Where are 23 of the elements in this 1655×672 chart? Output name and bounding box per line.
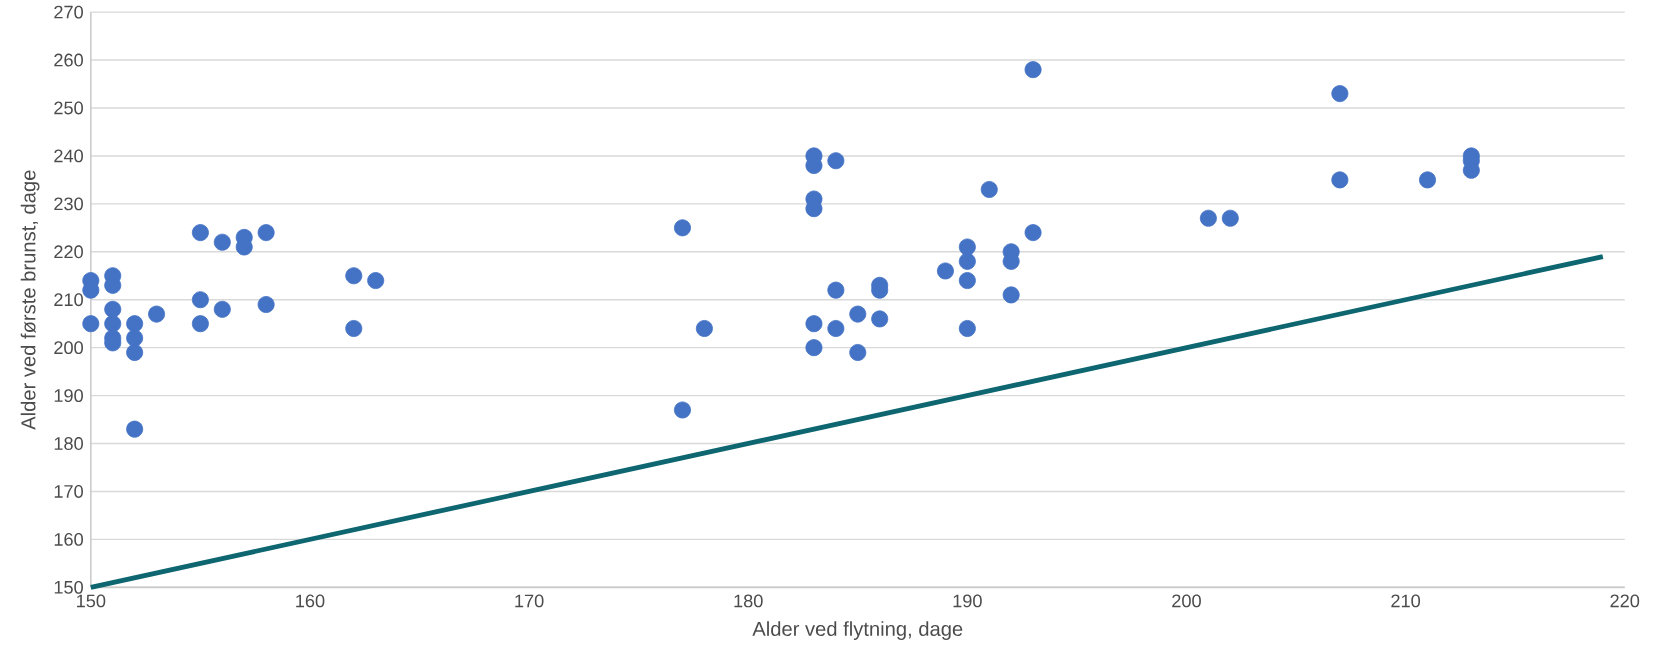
y-tick-label: 210: [54, 293, 83, 307]
y-tick-label: 180: [54, 437, 83, 450]
y-tick-label: 220: [54, 245, 83, 259]
y-tick-label: 260: [54, 53, 83, 67]
x-tick-label: 210: [1391, 594, 1421, 608]
y-tick-label: 250: [54, 101, 83, 115]
x-tick-label: 190: [953, 594, 982, 608]
x-tick-label: 160: [296, 594, 325, 608]
y-tick-label: 150: [54, 580, 83, 594]
x-tick-label: 220: [1610, 594, 1640, 608]
y-tick-label: 270: [54, 5, 83, 19]
y-axis-title: Alder ved første brunst, dage: [20, 170, 40, 430]
y-tick-label: 190: [54, 389, 83, 402]
y-tick-label: 230: [54, 197, 83, 211]
x-axis-title: Alder ved flytning, dage: [752, 621, 963, 640]
y-tick-label: 200: [54, 341, 83, 355]
y-tick-label: 160: [54, 532, 83, 546]
x-tick-label: 200: [1172, 594, 1201, 608]
x-tick-label: 170: [515, 594, 544, 608]
y-tick-label: 240: [54, 149, 83, 163]
y-tick-label: 170: [54, 484, 83, 498]
x-tick-label: 180: [734, 594, 763, 608]
x-tick-label: 150: [77, 594, 106, 608]
